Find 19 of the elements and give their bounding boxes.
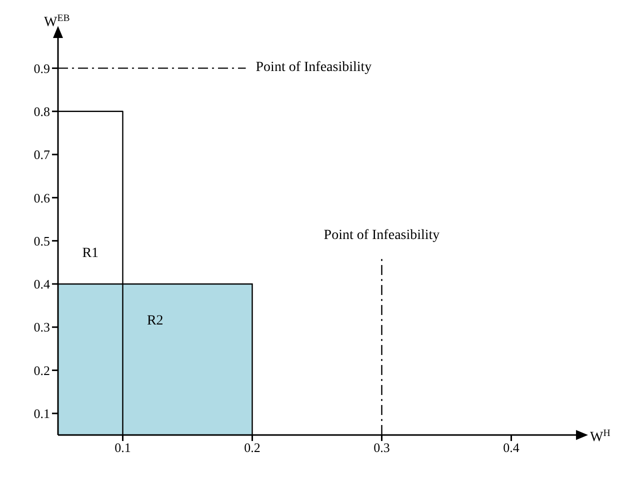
x-tick-label: 0.4 [503,440,520,456]
y-tick-label: 0.4 [34,276,50,292]
x-tick-label: 0.3 [374,440,390,456]
series-label: Point of Infeasibility [324,228,440,244]
y-tick-label: 0.6 [34,190,50,206]
x-tick-label: 0.1 [114,440,131,456]
y-axis-title: W$^{EB}$ [44,12,70,30]
series-label: R2 [146,314,164,329]
y-tick-label: 0.7 [34,147,50,162]
x-axis-title: W$^{H}$ [590,428,610,445]
series-label: Point of Infeasibility [256,60,372,76]
y-tick-label: 0.9 [34,60,50,76]
x-tick-label: 0.2 [244,440,260,456]
series-label: R1 [82,246,99,261]
y-tick-label: 0.8 [34,104,50,119]
y-tick-label: 0.3 [34,320,50,335]
y-tick-label: 0.5 [34,233,50,248]
y-tick-label: 0.2 [34,362,50,378]
y-tick-label: 0.1 [34,406,50,422]
